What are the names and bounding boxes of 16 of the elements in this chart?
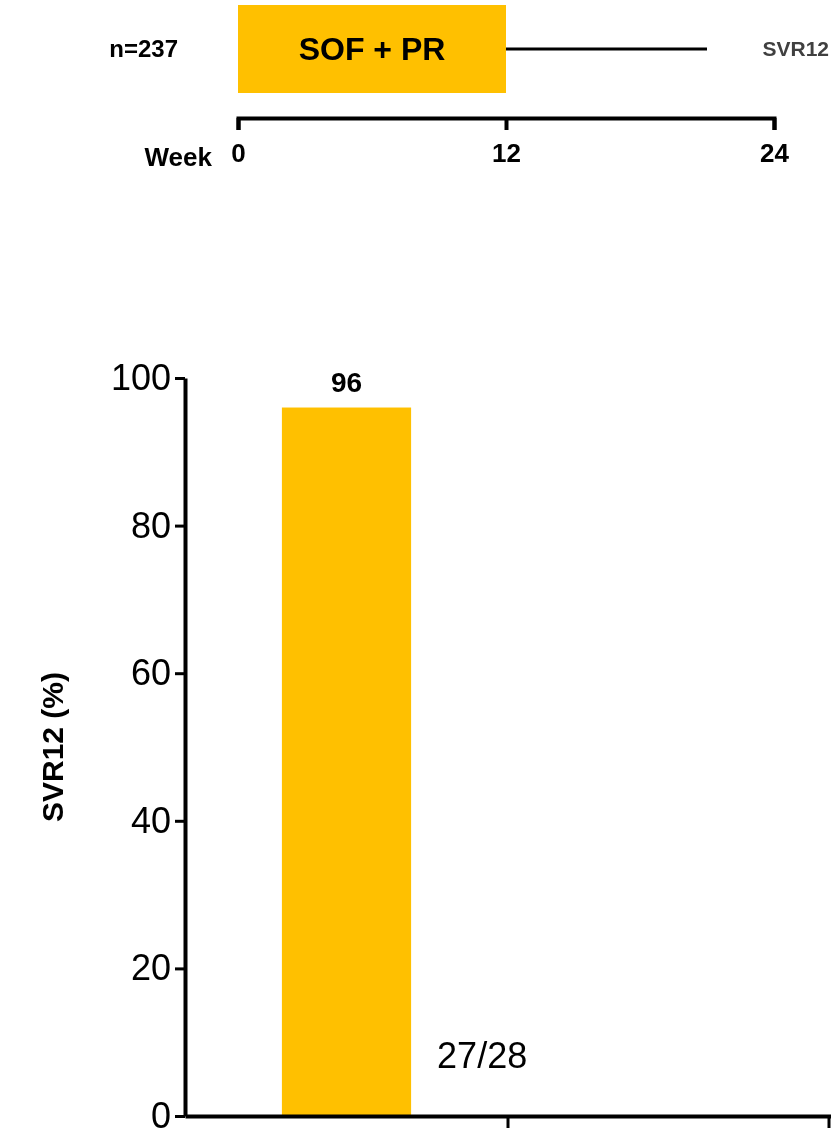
y-tick-label: 20 [130,947,171,989]
y-tick-label: n=237 [109,35,178,63]
y-axis-title: SVR12 (%) [35,671,69,823]
annotation: SVR12 [762,37,829,61]
annotation: SOF + PR [298,31,446,68]
x-tick-label: 12 [492,138,521,169]
x-tick-label: 0 [231,138,246,169]
y-tick-label: 40 [130,799,171,841]
y-tick-label: 60 [130,652,171,694]
x-tick-label: 24 [760,138,790,169]
y-tick-label: 100 [110,357,171,399]
annotation: 27/28 [437,1034,528,1076]
y-tick-label: 0 [150,1095,171,1135]
data-label: 96 [330,366,363,398]
y-tick-label: 80 [130,504,171,546]
x-axis-title: Week [144,142,213,173]
